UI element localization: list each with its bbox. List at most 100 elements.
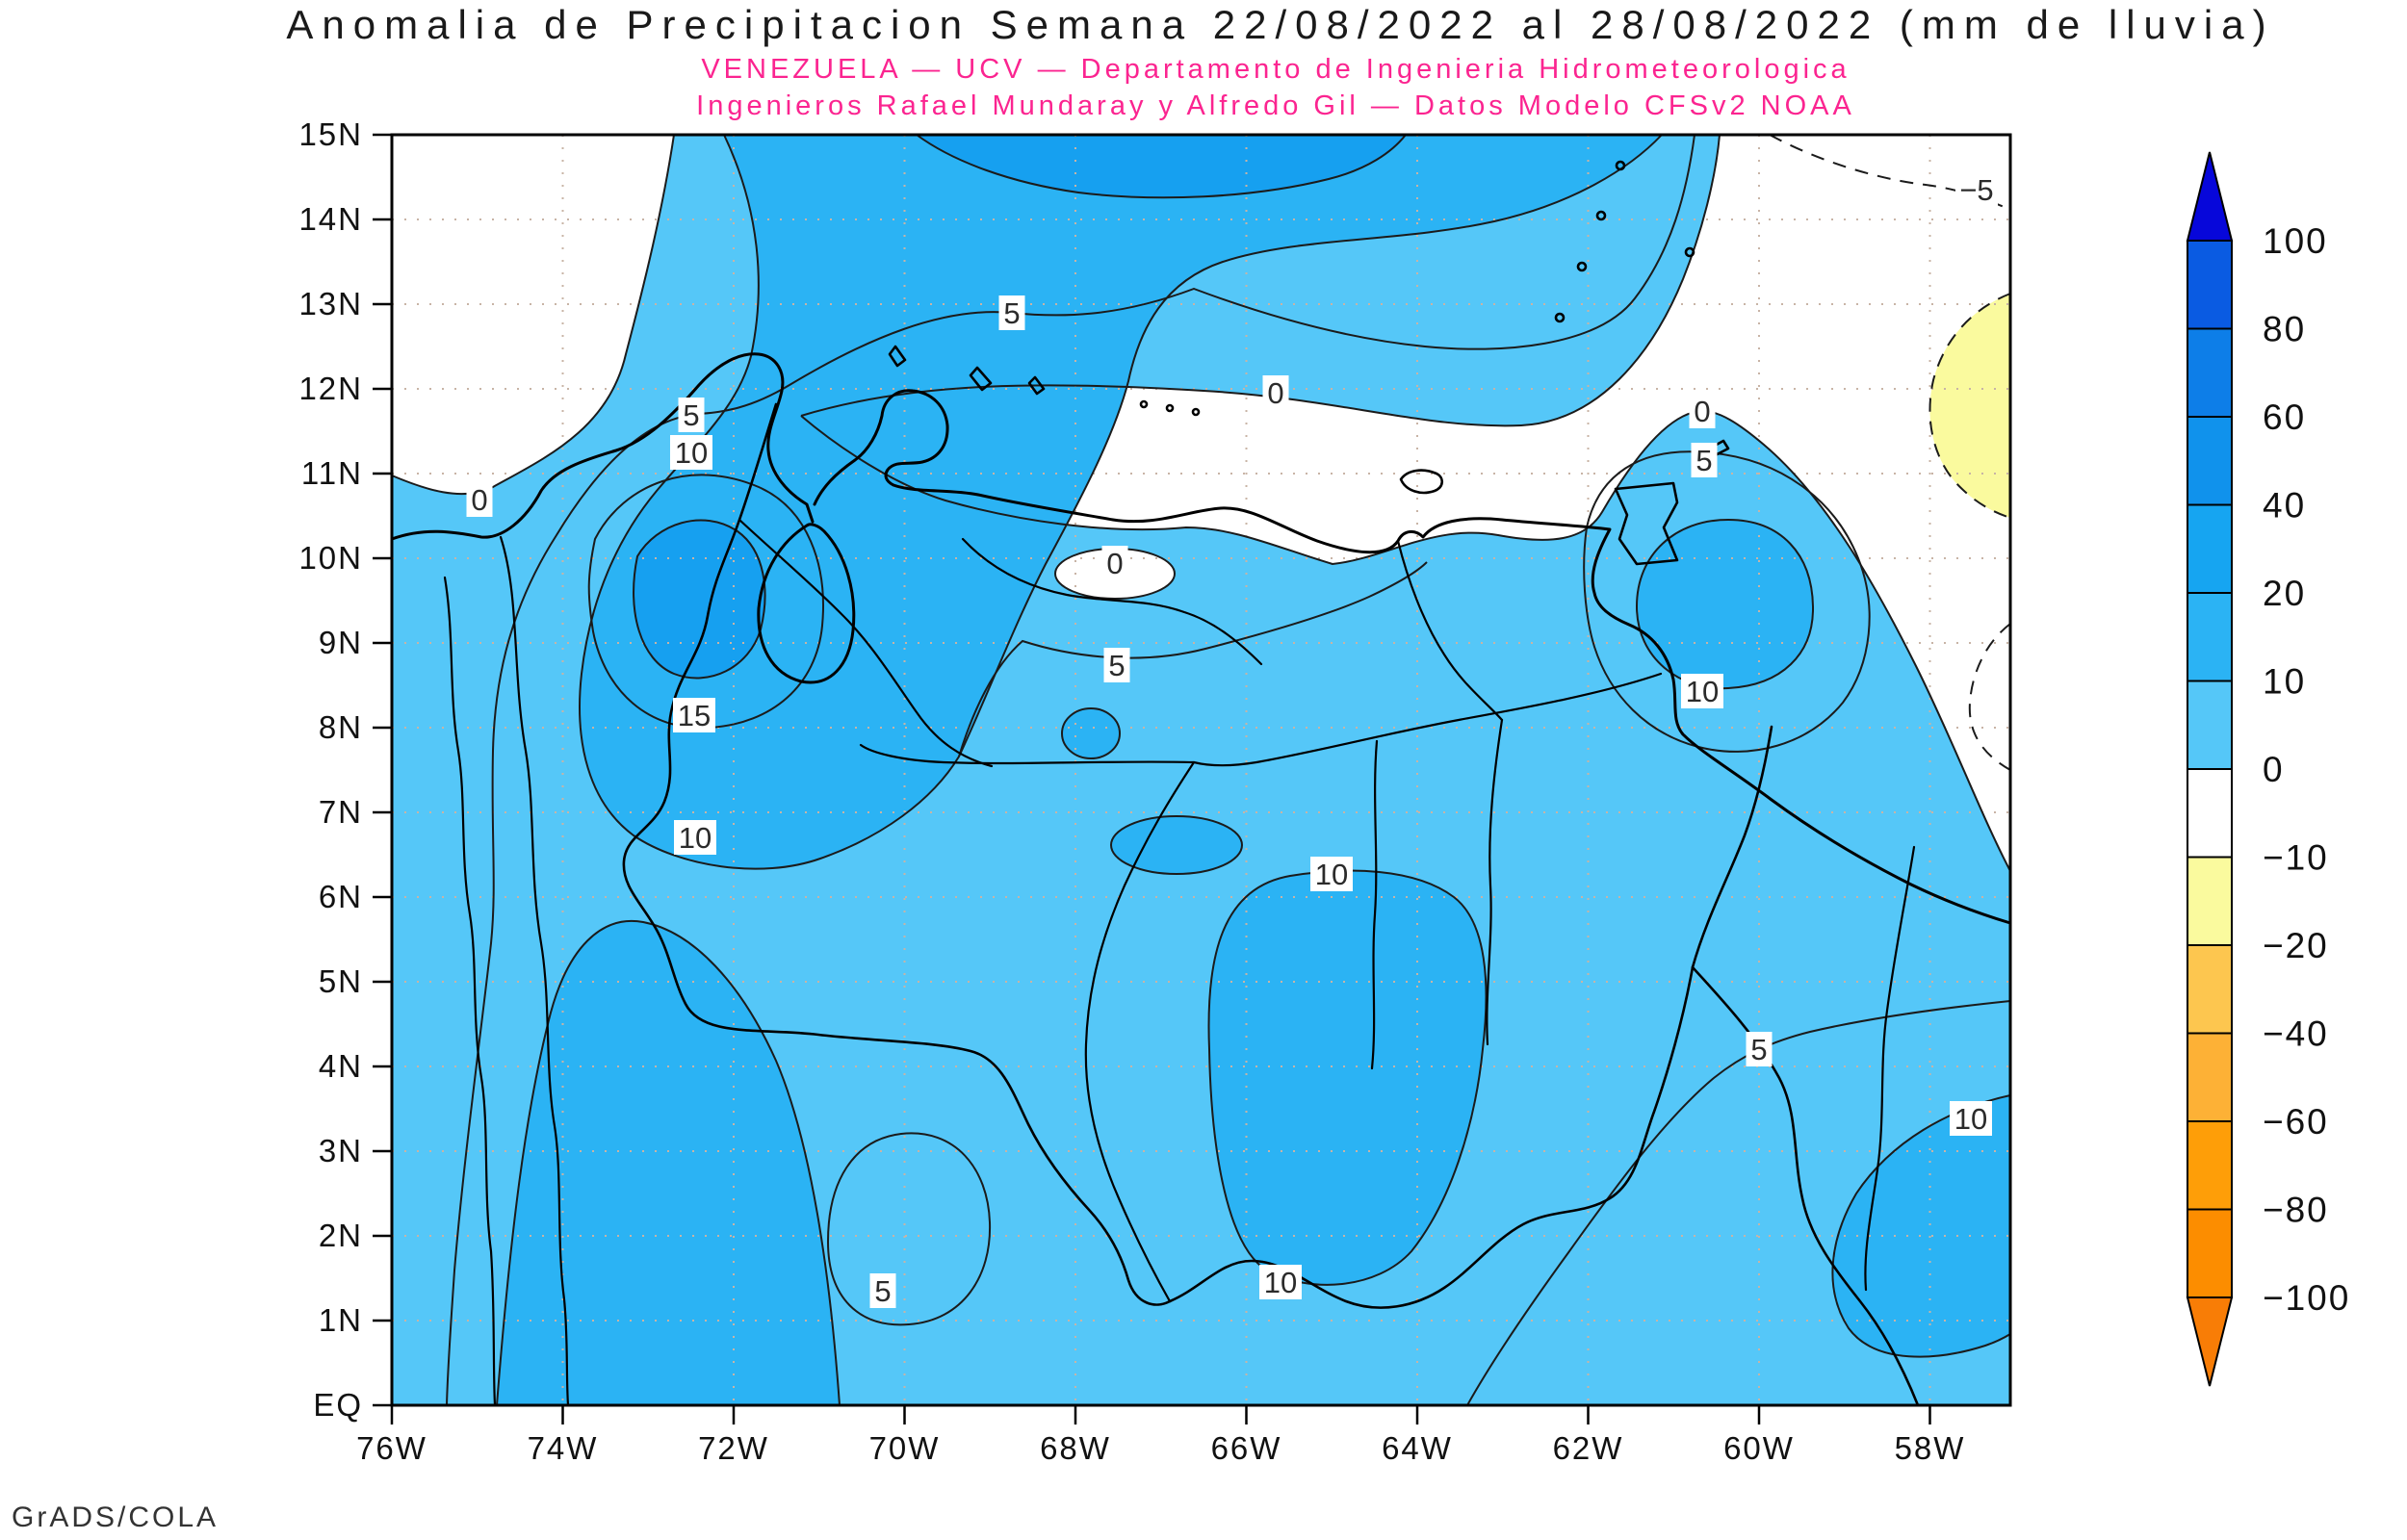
x-tick-label: 62W: [1553, 1430, 1624, 1466]
contour-label-text: 10: [675, 436, 708, 470]
contour-label-box: [678, 398, 705, 432]
contour-label-box: [673, 698, 715, 732]
river-caura: [1370, 739, 1379, 1070]
contour-0: [800, 409, 2011, 872]
legend-value-label: −80: [2263, 1191, 2329, 1230]
fill-dark-core: [634, 520, 765, 679]
andes-line: [738, 518, 994, 768]
y-tick-label: 6N: [319, 879, 363, 914]
contour-10: [496, 919, 841, 1406]
contour-label-box: [1681, 674, 1723, 708]
x-tick-label: 68W: [1040, 1430, 1111, 1466]
contour-label-box: [670, 435, 712, 470]
legend-band: [2187, 1208, 2233, 1298]
contour-label-box: [1259, 1265, 1302, 1299]
contour-label-text: 5: [1108, 649, 1125, 682]
contour-label-box: [1101, 546, 1128, 580]
fill-medium-band: [580, 135, 1663, 869]
contour-label-text: 10: [1264, 1266, 1297, 1299]
y-tick-label: 13N: [298, 286, 363, 321]
contour-label-box: [1103, 648, 1130, 682]
contour-label-text: 10: [679, 821, 712, 855]
legend-band: [2187, 327, 2233, 418]
legend-bottom-triangle: [2186, 1296, 2234, 1387]
y-tick-label: 8N: [319, 709, 363, 745]
y-axis: 15N 14N 13N 12N 11N 10N 9N 8N 7N 6N 5N 4N 3N 2N 1N EQ: [298, 116, 392, 1423]
fill-bands: [392, 135, 2010, 1405]
island-speck: [1139, 399, 1149, 409]
legend-value-label: −100: [2263, 1278, 2350, 1318]
contour-label-text: 0: [1267, 376, 1283, 410]
contour-label-text: 5: [1003, 296, 1020, 330]
y-tick-label: 9N: [319, 625, 363, 660]
x-tick-label: 74W: [528, 1430, 599, 1466]
river-caroni: [1486, 718, 1504, 1046]
legend-value-label: 10: [2263, 662, 2306, 702]
legend-band: [2187, 592, 2233, 682]
map-frame: [390, 133, 2012, 1407]
contour-neg10: [1928, 293, 2011, 519]
fill-medium-small-2: [1062, 708, 1120, 758]
grads-credit: GrADS/COLA: [12, 1502, 220, 1533]
legend-band: [2187, 944, 2233, 1035]
legend-value-label: −40: [2263, 1014, 2329, 1054]
y-tick-label: 3N: [319, 1133, 363, 1168]
contour-label-text: 0: [1106, 547, 1123, 580]
fill-medium-ne: [1637, 520, 1814, 689]
contour-label-box: [1950, 1101, 1992, 1136]
y-tick-label: 1N: [319, 1302, 363, 1338]
fill-yellow-blob: [1929, 294, 2010, 518]
subtitle-line-1: VENEZUELA — UCV — Departamento de Ingeni…: [701, 54, 1851, 85]
legend-value-label: −20: [2263, 926, 2329, 965]
contour-label-text: 5: [683, 398, 699, 432]
x-tick-label: 76W: [356, 1430, 427, 1466]
contour-label-text: 10: [1315, 858, 1348, 891]
legend-band: [2187, 768, 2233, 859]
contour-label-text: 10: [1954, 1102, 1987, 1136]
island-speck: [1554, 312, 1566, 323]
y-tick-label: 10N: [298, 540, 363, 576]
island-speck: [1191, 407, 1201, 417]
river-essequibo: [1864, 845, 1916, 1292]
island-speck: [1165, 403, 1175, 413]
coastline-colombia-guajira: [390, 352, 815, 541]
legend-band: [2187, 856, 2233, 946]
legend-band: [2187, 416, 2233, 506]
legend-value-label: −60: [2263, 1102, 2329, 1142]
x-tick-label: 66W: [1211, 1430, 1282, 1466]
legend-band: [2187, 240, 2233, 330]
contour-10: [1831, 1094, 2011, 1358]
contour-label-text: 0: [471, 483, 487, 517]
island-bonaire: [1027, 375, 1046, 396]
x-tick-label: 58W: [1895, 1430, 1966, 1466]
legend-value-label: −10: [2263, 838, 2329, 878]
x-tick-label: 60W: [1723, 1430, 1795, 1466]
contour-label-text: −5: [1959, 173, 1993, 207]
x-tick-label: 70W: [869, 1430, 941, 1466]
contour-20: [916, 134, 1407, 199]
contour-label-box: [466, 482, 493, 517]
legend-value-label: 20: [2263, 574, 2306, 613]
legend-band: [2187, 1120, 2233, 1211]
island-aruba: [888, 345, 907, 368]
y-tick-label: EQ: [313, 1387, 363, 1423]
coastline-venezuela-guyana: [813, 389, 2012, 925]
legend-value-label: 60: [2263, 398, 2306, 437]
island-speck: [1684, 246, 1695, 258]
legend-top-triangle: [2186, 151, 2234, 242]
y-tick-label: 14N: [298, 201, 363, 237]
contour-value-labels: 0 5 10 15 10 5 0 0 5 0 5 10 10 10 5 5 10 −5: [466, 172, 1998, 1308]
contour-5: [446, 134, 1695, 1406]
legend-band: [2187, 1032, 2233, 1122]
contour-label-box: [1746, 1032, 1773, 1066]
contour-label-text: 5: [874, 1274, 891, 1308]
inner-border-east: [1396, 539, 1504, 722]
fill-medium-sw: [497, 920, 840, 1405]
contour-label-box: [869, 1273, 896, 1308]
fill-medium-se: [1832, 1095, 2010, 1357]
legend-value-label: 80: [2263, 310, 2306, 349]
contour-label-text: 0: [1694, 395, 1710, 428]
island-curacao: [969, 366, 993, 392]
